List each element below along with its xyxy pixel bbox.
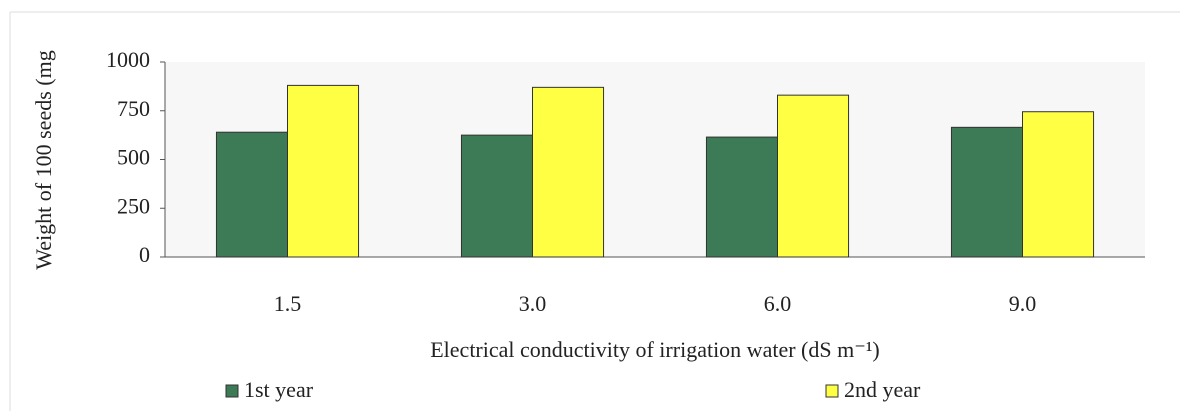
- bar: [287, 84, 360, 258]
- x-tick-label: 9.0: [1009, 291, 1037, 316]
- y-tick-label: 750: [117, 96, 150, 121]
- bar: [532, 86, 605, 258]
- bar: [460, 134, 534, 258]
- y-tick-label: 500: [117, 145, 150, 170]
- legend-label: 2nd year: [844, 377, 921, 402]
- x-tick-label: 6.0: [764, 291, 792, 316]
- legend-swatch: [825, 384, 839, 398]
- y-tick-label: 1000: [106, 47, 150, 72]
- y-axis-label: Weight of 100 seeds (mg: [31, 50, 56, 269]
- y-tick-label: 250: [117, 193, 150, 218]
- bar: [950, 126, 1024, 258]
- legend-label: 1st year: [244, 377, 314, 402]
- bar: [705, 136, 779, 258]
- y-tick-label: 0: [139, 242, 150, 267]
- x-axis-label: Electrical conductivity of irrigation wa…: [430, 337, 880, 362]
- legend-swatch: [225, 384, 239, 398]
- x-tick-label: 3.0: [519, 291, 547, 316]
- bar: [215, 131, 288, 258]
- bar: [777, 94, 850, 258]
- x-tick-label: 1.5: [274, 291, 302, 316]
- bar: [1022, 111, 1095, 258]
